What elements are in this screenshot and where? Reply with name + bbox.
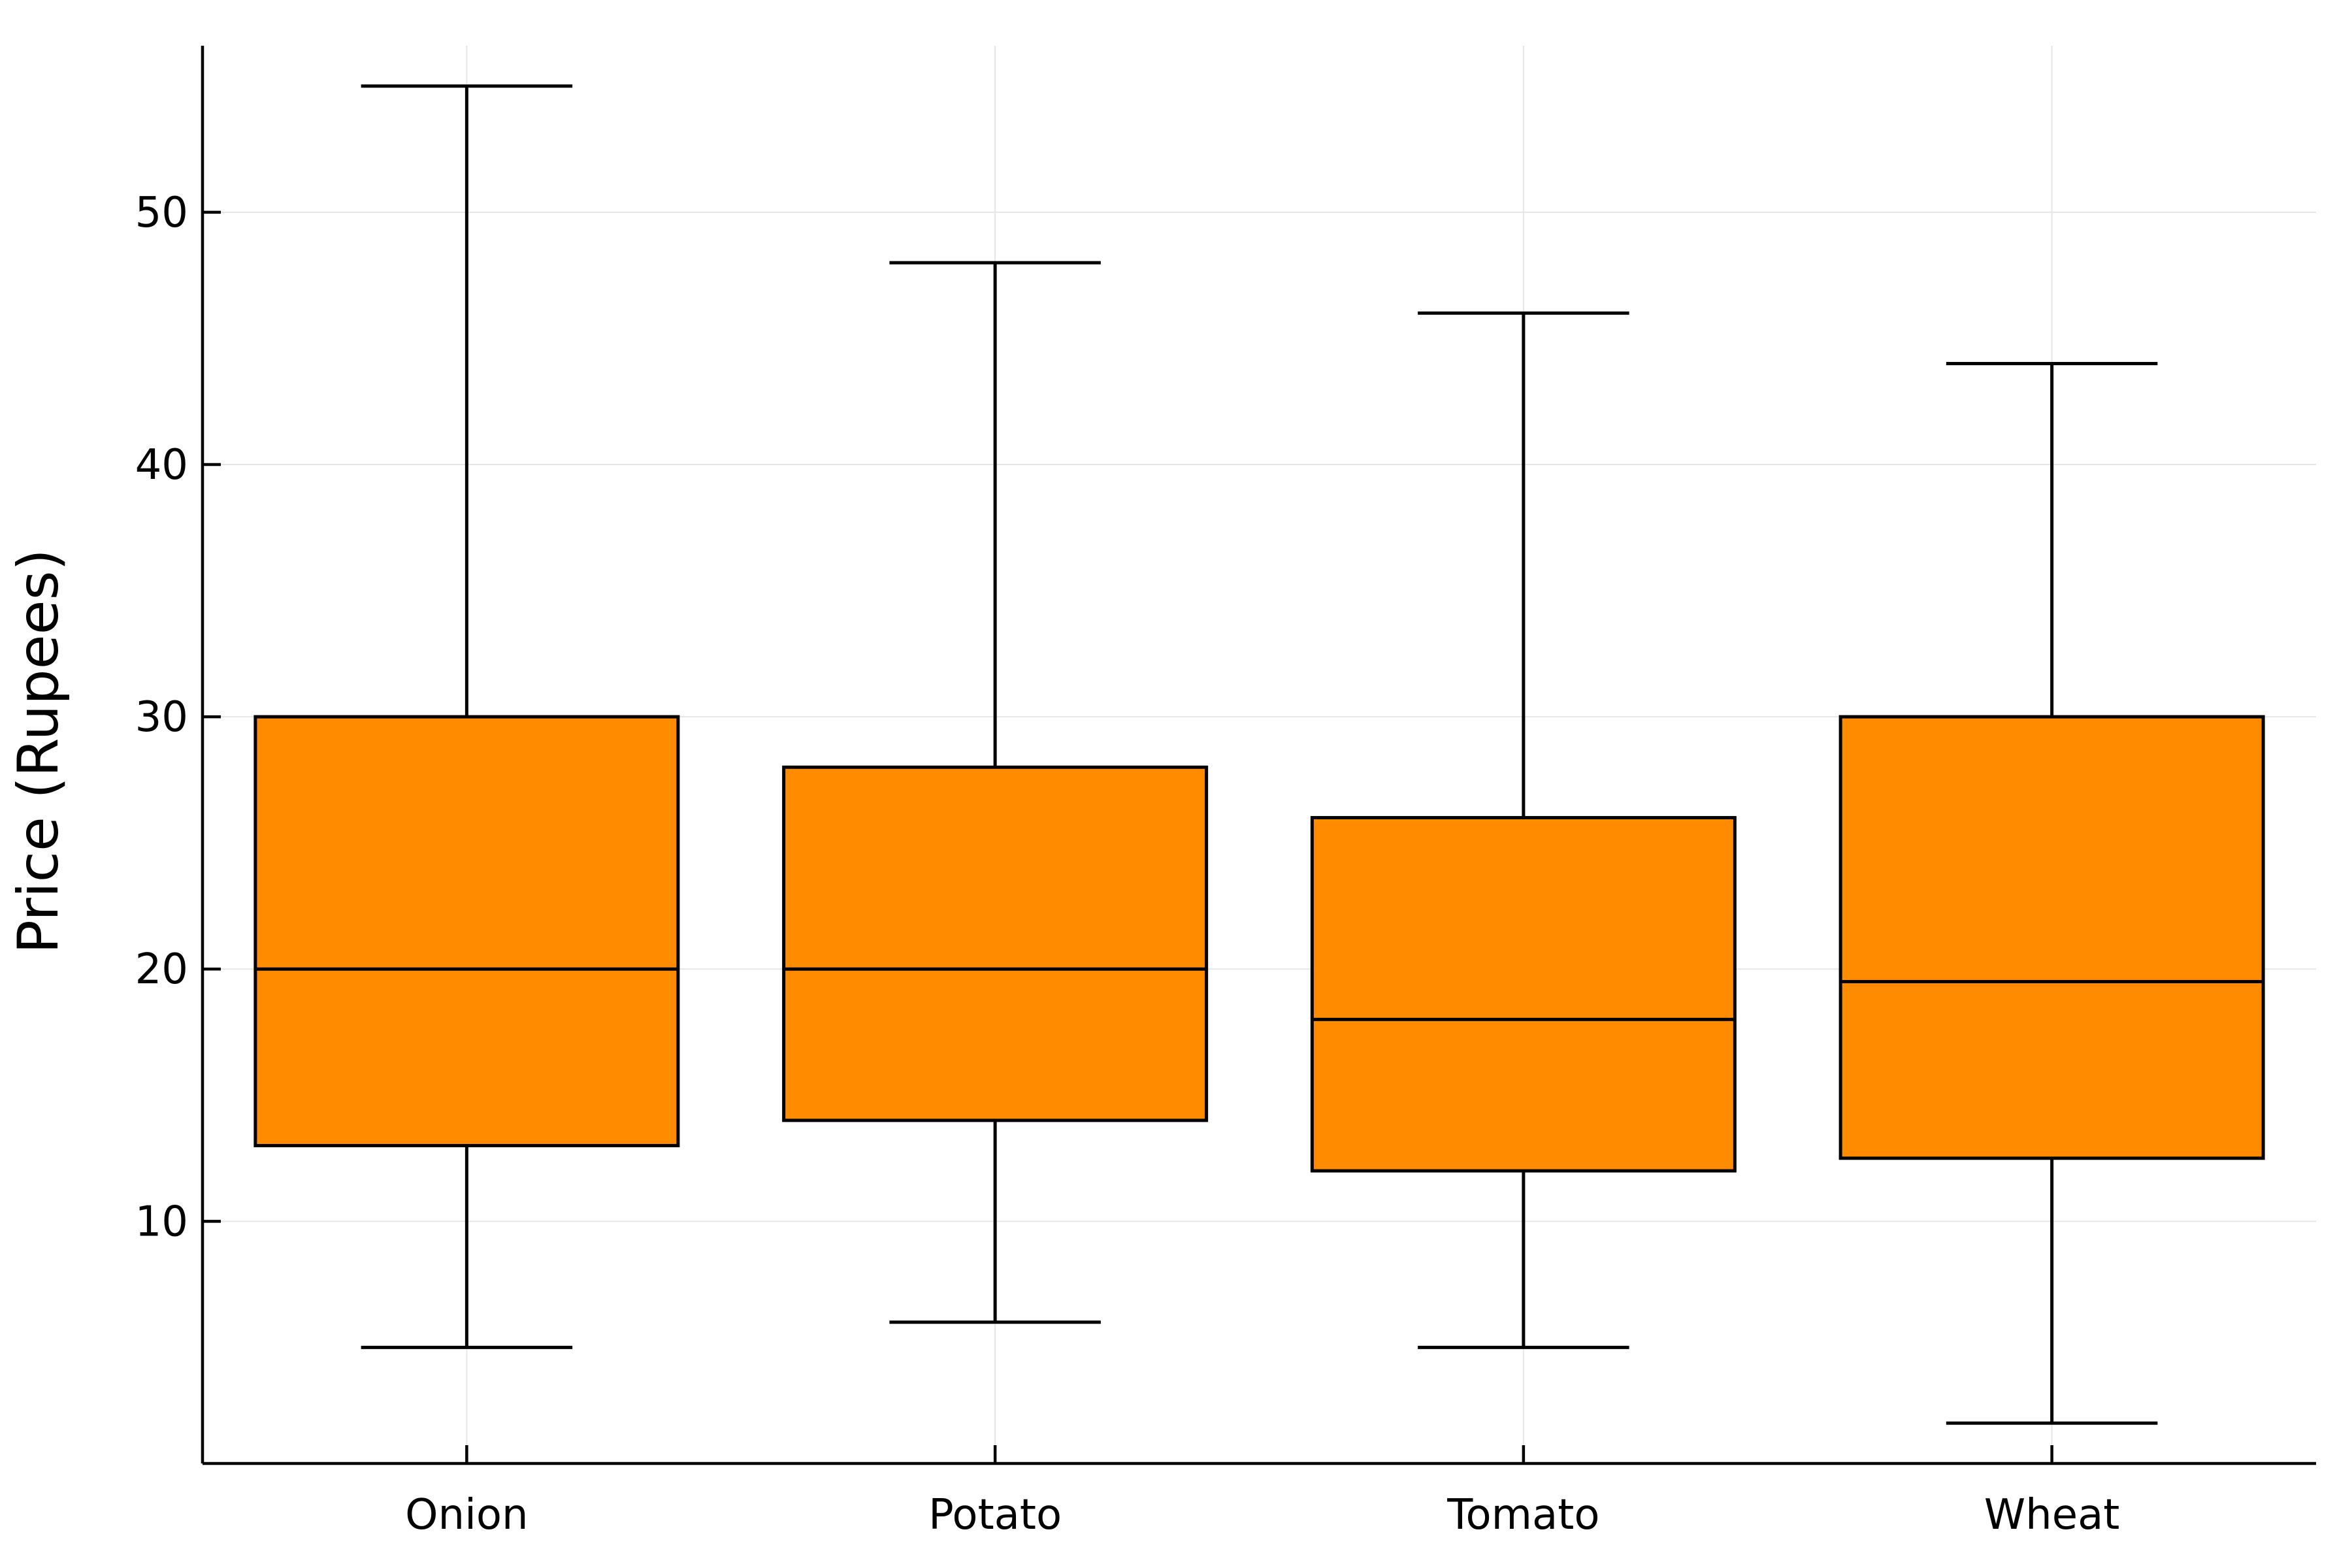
box-potato [782, 261, 1209, 1324]
box-tomato [1310, 311, 1737, 1349]
y-axis-title: Price (Rupees) [6, 549, 71, 954]
x-tick-label: Tomato [1446, 1491, 1599, 1539]
box-onion [253, 84, 680, 1349]
y-tick-label: 20 [135, 945, 188, 994]
x-tick-label: Potato [928, 1491, 1062, 1539]
x-tick-label: Wheat [1984, 1491, 2120, 1539]
y-tick-label: 10 [135, 1198, 188, 1246]
x-axis-ticks: Onion Potato Tomato Wheat [405, 1445, 2119, 1539]
iqr-box [1838, 715, 2265, 1160]
y-tick-label: 50 [135, 189, 188, 237]
box-wheat [1838, 362, 2265, 1425]
y-tick-label: 30 [135, 693, 188, 742]
iqr-box [782, 765, 1209, 1122]
x-tick-label: Onion [405, 1491, 528, 1539]
iqr-box [1310, 816, 1737, 1173]
y-axis-ticks: 10 20 30 40 50 [135, 189, 221, 1246]
y-tick-label: 40 [135, 441, 188, 489]
axes [201, 46, 2316, 1465]
iqr-box [253, 715, 680, 1147]
box-series [253, 84, 2265, 1425]
